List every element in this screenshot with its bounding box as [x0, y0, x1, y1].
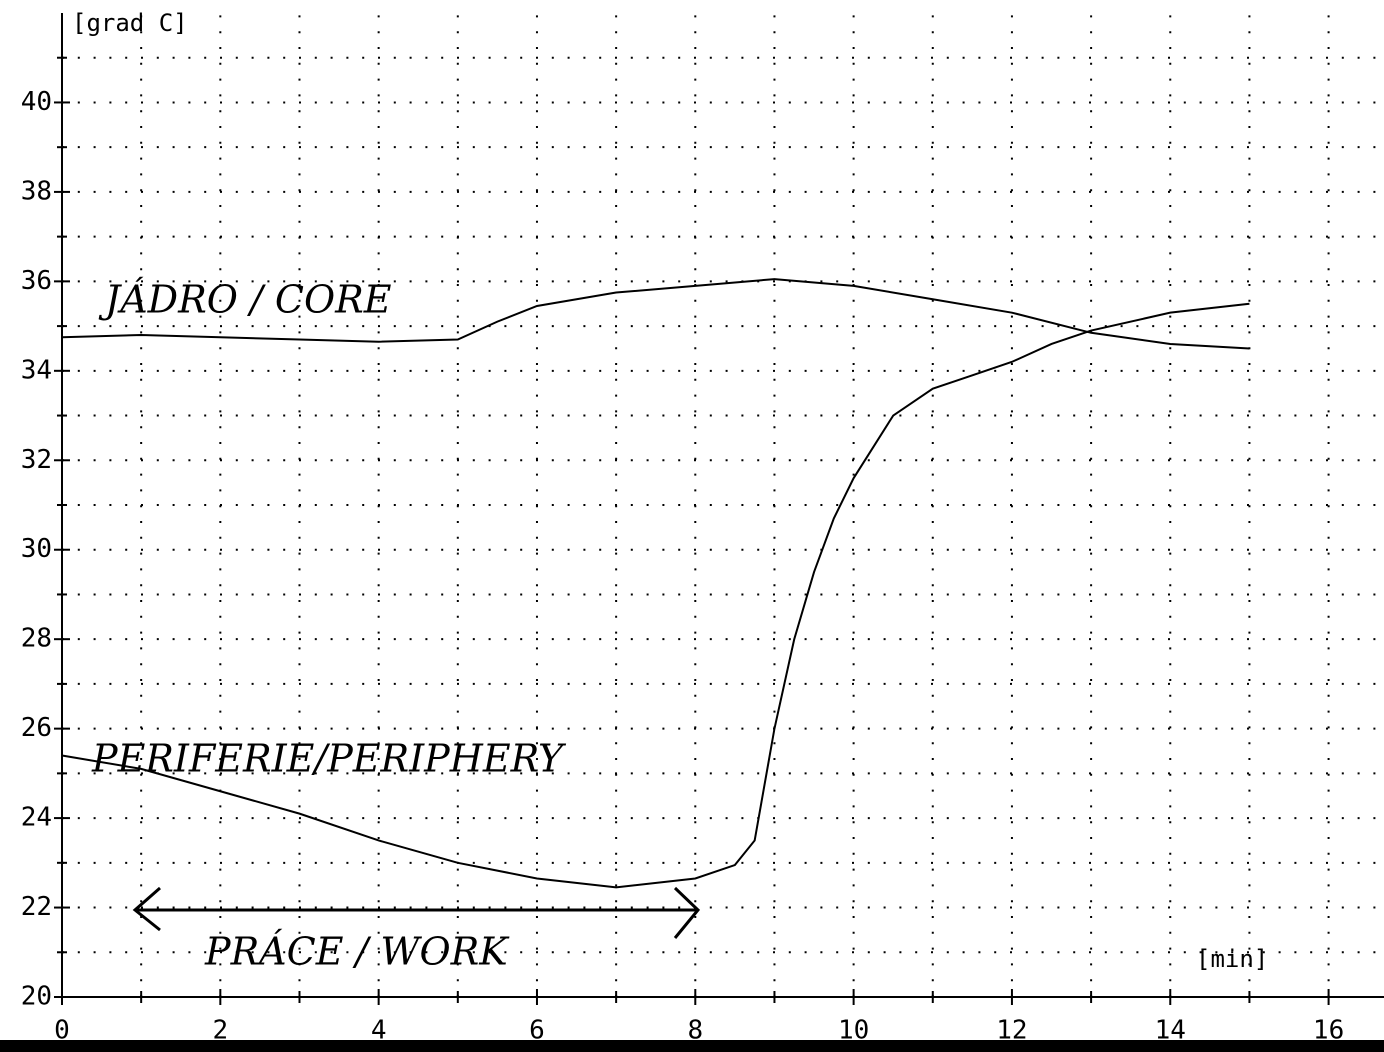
work-arrow [132, 886, 701, 939]
y-tick-label: 26 [21, 713, 52, 743]
x-tick-label: 12 [996, 1016, 1027, 1046]
y-tick-label: 28 [21, 624, 52, 654]
data-line [61, 302, 1250, 889]
y-tick-label: 24 [21, 803, 52, 833]
annotation: PERIFERIE/PERIPHERY [91, 737, 567, 781]
y-tick-label: 30 [21, 534, 52, 564]
x-tick-label: 0 [54, 1016, 70, 1046]
x-axis-label: [min] [1196, 945, 1268, 973]
y-axis-label: [grad C] [72, 9, 188, 37]
annotation: PRÁCE / WORK [204, 930, 510, 974]
bottom-bar [0, 1040, 1384, 1052]
y-tick-label: 38 [21, 176, 52, 206]
y-tick-label: 34 [21, 355, 52, 385]
y-tick-label: 20 [21, 982, 52, 1012]
y-tick-label: 36 [21, 266, 52, 296]
x-tick-label: 2 [212, 1016, 228, 1046]
x-tick-label: 16 [1313, 1016, 1344, 1046]
data-line [61, 278, 1250, 350]
x-tick-label: 14 [1155, 1016, 1186, 1046]
x-tick-label: 8 [687, 1016, 703, 1046]
x-tick-label: 10 [838, 1016, 869, 1046]
x-tick-label: 4 [371, 1016, 387, 1046]
annotation: JÁDRO / CORE [98, 278, 392, 322]
x-tick-label: 6 [529, 1016, 545, 1046]
y-tick-label: 32 [21, 445, 52, 475]
y-tick-label: 22 [21, 892, 52, 922]
y-tick-label: 40 [21, 87, 52, 117]
